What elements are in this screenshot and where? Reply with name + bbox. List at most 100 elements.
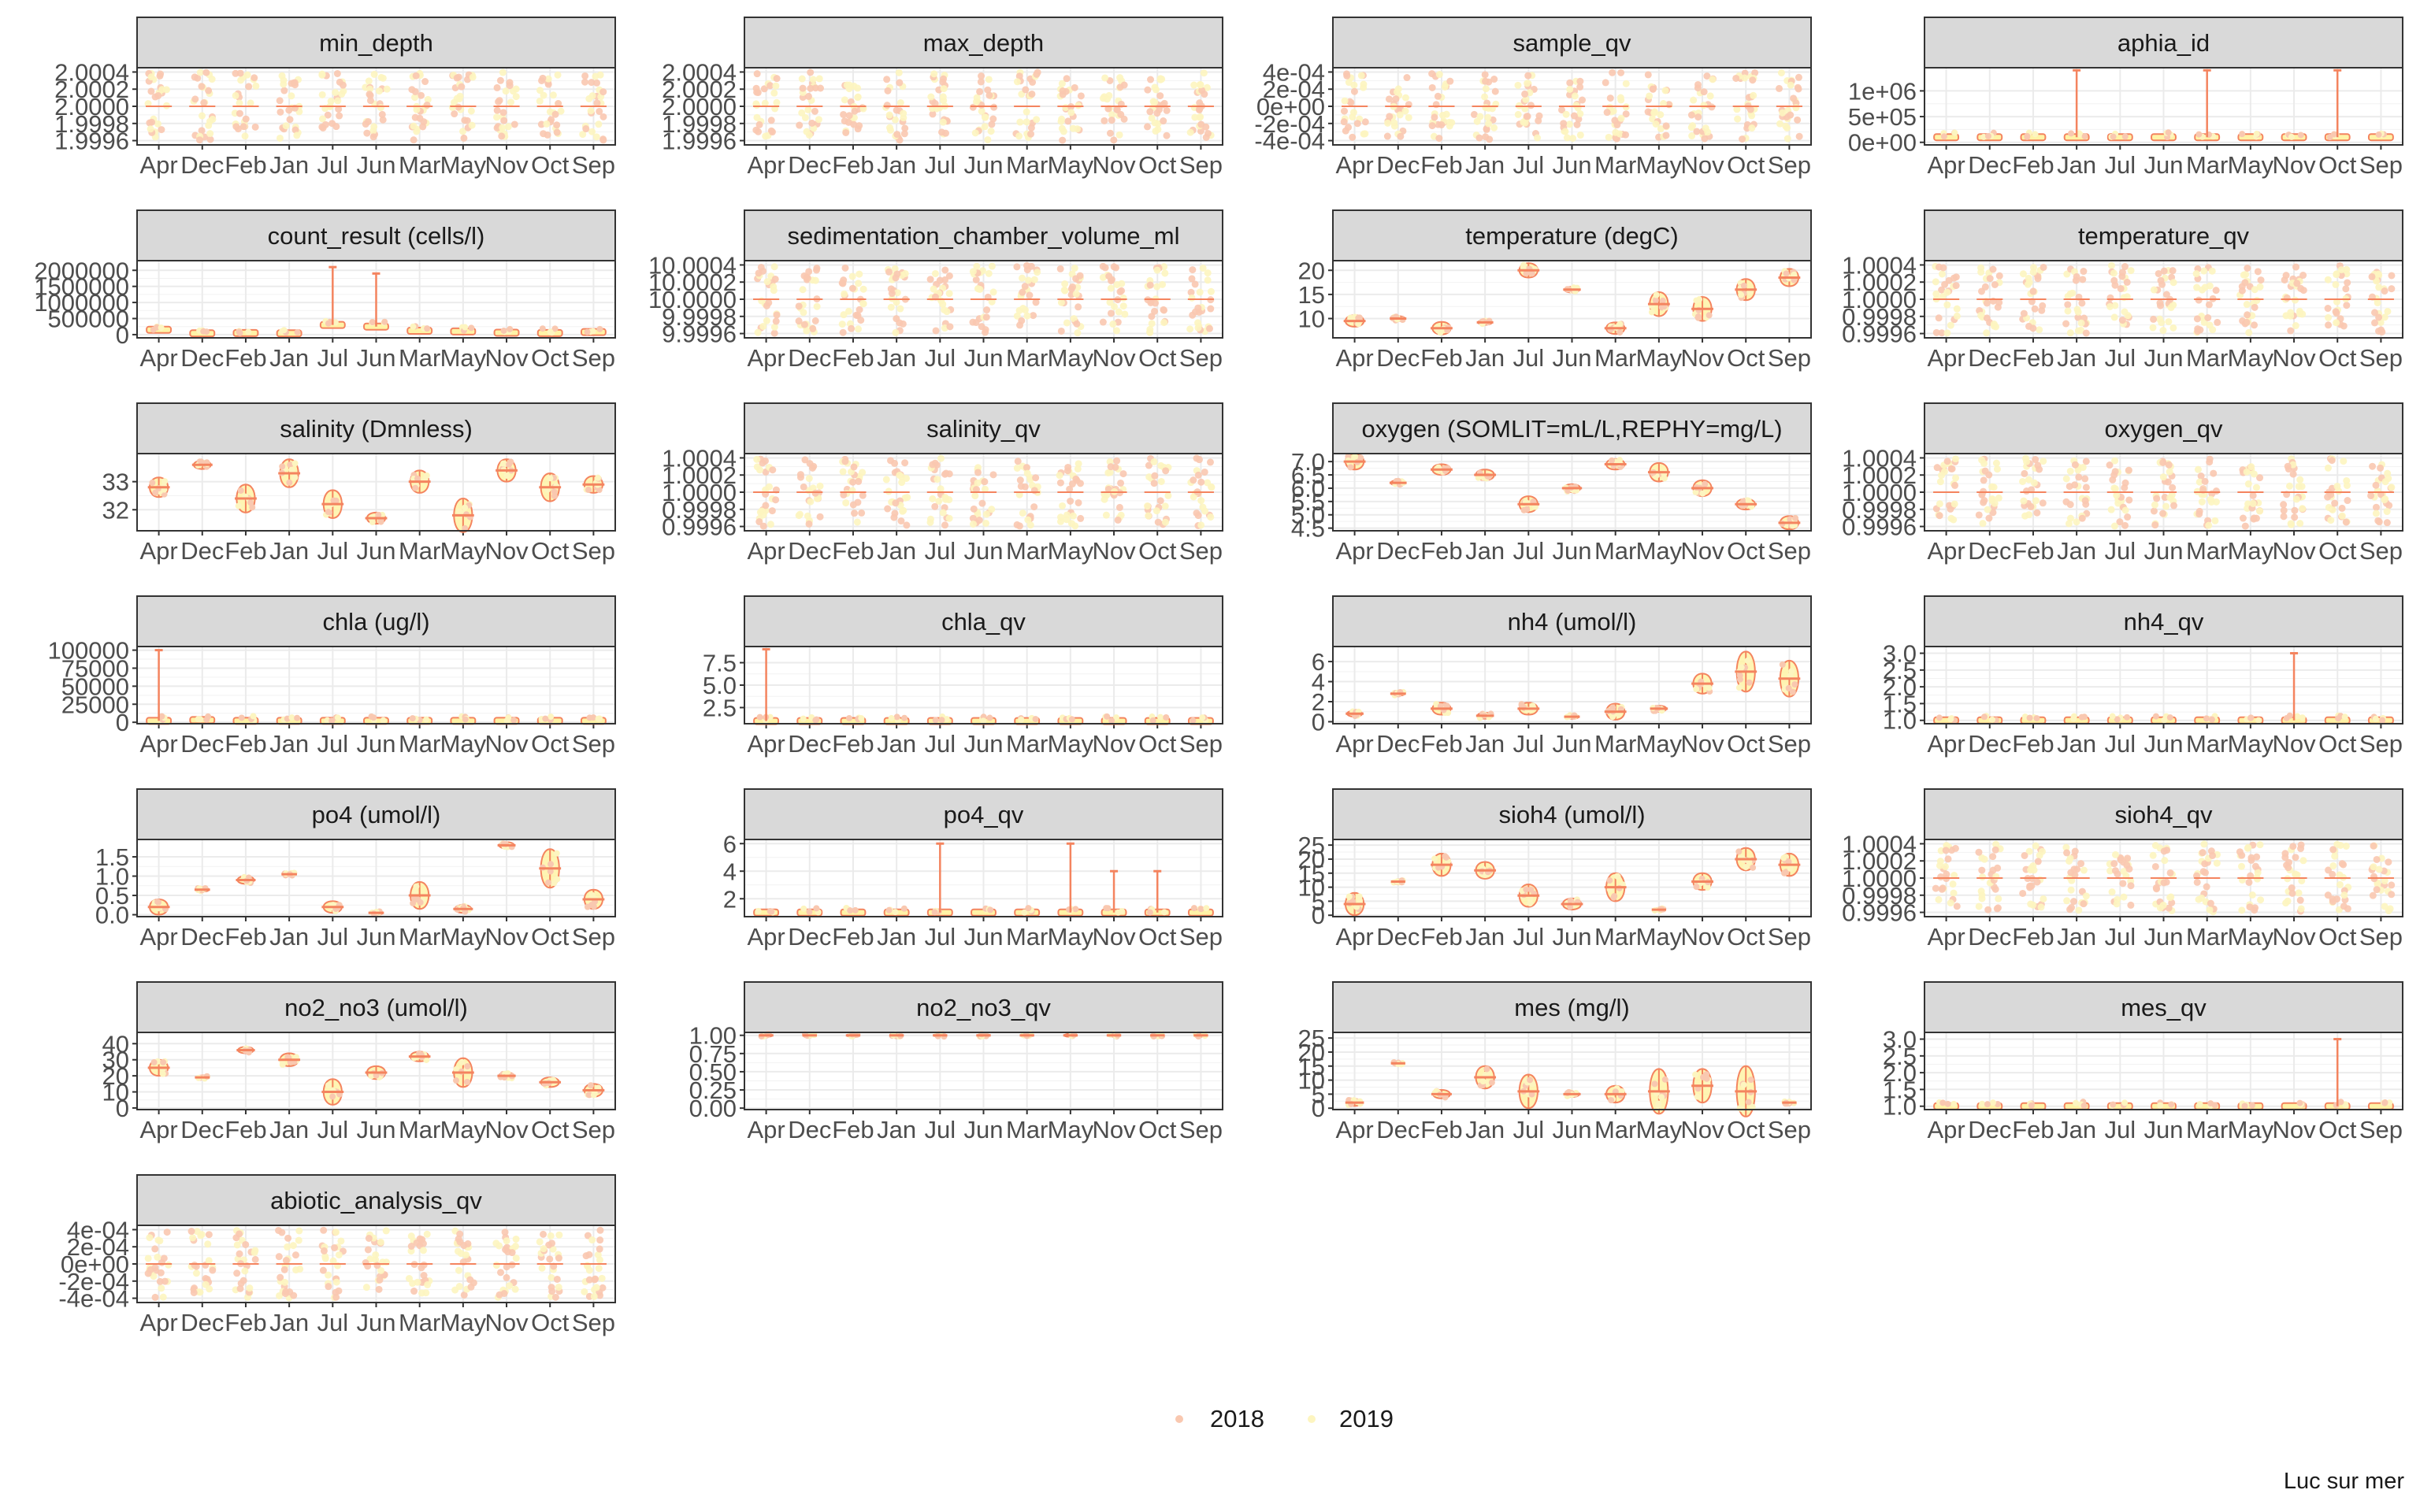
- violin-nov: [1099, 262, 1129, 335]
- data-point: [2241, 279, 2249, 287]
- data-point: [1032, 716, 1039, 723]
- data-point: [553, 850, 560, 857]
- data-point: [840, 311, 848, 319]
- y-tick-label: 25: [1298, 832, 1325, 859]
- data-point: [1112, 463, 1119, 471]
- x-tick-label: Oct: [2318, 344, 2357, 372]
- panel-border: [1924, 453, 2403, 532]
- data-point: [1977, 311, 1985, 319]
- data-point: [1099, 318, 1107, 326]
- data-point: [332, 88, 340, 96]
- data-point: [1145, 512, 1152, 520]
- data-point: [753, 113, 761, 121]
- y-tick-label: 0.00: [689, 1095, 737, 1122]
- data-point: [1071, 83, 1078, 91]
- data-point: [504, 123, 512, 131]
- data-point: [2328, 457, 2336, 465]
- violin-jul: [321, 900, 344, 914]
- data-point: [1203, 905, 1210, 912]
- panel-5: count_result (cells/l)050000010000001500…: [34, 209, 616, 372]
- y-tick-label: 1.0004: [1842, 251, 1917, 279]
- y-tick-label: 0.50: [689, 1058, 737, 1086]
- data-point: [2077, 319, 2085, 327]
- data-point: [1738, 291, 1745, 298]
- data-point: [798, 109, 806, 117]
- x-tick-label: Mar: [1594, 344, 1636, 372]
- data-point: [2388, 285, 2396, 293]
- data-point: [1110, 263, 1118, 271]
- data-point: [2280, 506, 2288, 514]
- violin-nov: [497, 1070, 516, 1082]
- y-tick-label: 2: [1312, 688, 1325, 716]
- data-point: [321, 120, 329, 128]
- data-point: [1733, 106, 1741, 113]
- data-point: [1069, 124, 1077, 132]
- data-point: [553, 128, 561, 136]
- data-point: [1603, 109, 1611, 117]
- violin-may: [1056, 460, 1085, 530]
- data-point: [940, 85, 948, 93]
- violin-sep: [1186, 264, 1215, 335]
- data-point: [2150, 286, 2158, 294]
- data-point: [2374, 270, 2382, 278]
- data-point: [846, 714, 853, 721]
- data-point: [2020, 309, 2028, 317]
- y-tick-label: 6.5: [1291, 461, 1325, 489]
- data-point: [2030, 479, 2038, 487]
- x-tick-label: Oct: [1727, 344, 1765, 372]
- data-point: [2037, 903, 2045, 911]
- data-point: [752, 126, 760, 134]
- violin-feb: [2020, 129, 2047, 142]
- data-point: [2297, 845, 2305, 853]
- data-point: [2256, 474, 2264, 482]
- data-point: [1188, 294, 1196, 302]
- panel-1: min_depth1.99961.99982.00002.00022.0004A…: [54, 17, 616, 179]
- data-point: [1563, 134, 1571, 142]
- data-point: [1981, 283, 1989, 291]
- data-point: [1060, 128, 1067, 135]
- data-point: [1561, 128, 1569, 135]
- data-point: [893, 298, 900, 306]
- data-point: [2295, 889, 2303, 897]
- data-point: [1706, 92, 1714, 100]
- data-point: [2119, 880, 2127, 888]
- data-point: [1072, 290, 1080, 298]
- data-point: [2040, 895, 2047, 902]
- data-point: [332, 319, 339, 326]
- y-tick-label: 0.9998: [1842, 496, 1917, 524]
- data-point: [1609, 107, 1617, 115]
- data-point: [460, 134, 468, 142]
- data-point: [545, 879, 552, 886]
- violin-jul: [2106, 261, 2135, 328]
- data-point: [1156, 75, 1164, 83]
- data-point: [1932, 290, 1940, 298]
- data-point: [2251, 321, 2259, 329]
- data-point: [2106, 302, 2114, 310]
- y-tick-label: 15: [1298, 860, 1325, 888]
- data-point: [555, 100, 562, 108]
- data-point: [2296, 896, 2304, 904]
- data-point: [510, 717, 518, 724]
- data-point: [464, 1063, 471, 1070]
- violin-jul: [321, 489, 344, 519]
- data-point: [330, 497, 337, 504]
- y-tick-label: 20: [1298, 846, 1325, 873]
- data-point: [1573, 120, 1581, 128]
- x-tick-label: Nov: [484, 1116, 529, 1143]
- data-point: [1622, 131, 1630, 139]
- data-point: [2039, 499, 2047, 507]
- data-point: [1106, 469, 1114, 476]
- violin-sep: [1778, 852, 1801, 877]
- data-point: [595, 120, 603, 128]
- data-point: [2063, 270, 2071, 278]
- y-tick-label: 3.0: [1883, 640, 1917, 668]
- data-point: [942, 469, 950, 477]
- violin-sep: [1776, 69, 1803, 143]
- data-point: [369, 133, 377, 141]
- x-tick-label: Sep: [572, 923, 615, 951]
- data-point: [982, 510, 990, 518]
- violin-feb: [232, 328, 259, 337]
- data-point: [848, 324, 856, 332]
- data-point: [553, 121, 561, 129]
- data-point: [1617, 114, 1625, 122]
